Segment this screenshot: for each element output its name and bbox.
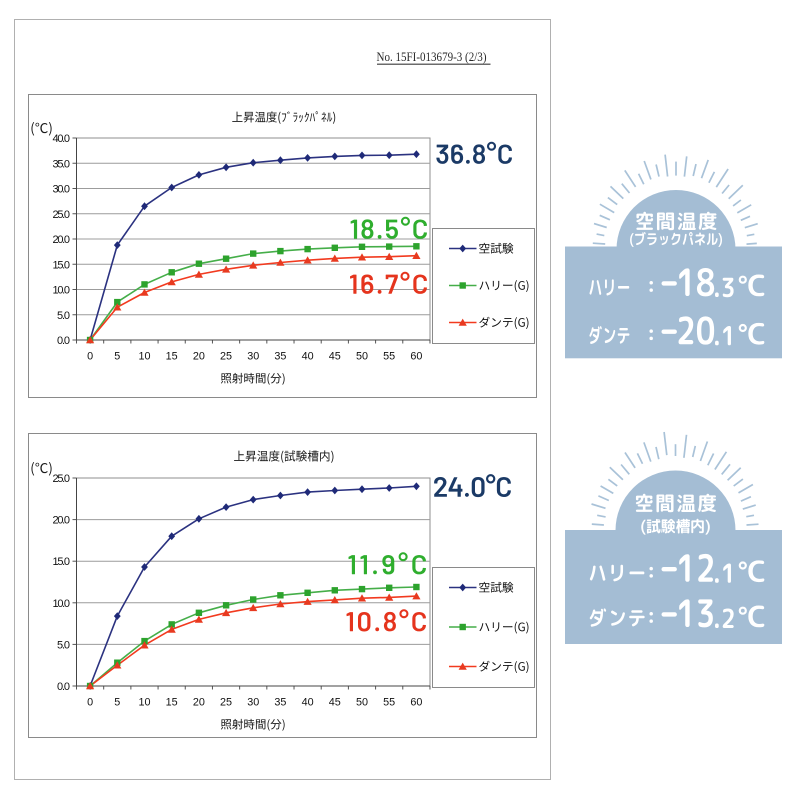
svg-text:60: 60 (410, 351, 422, 363)
svg-text:55: 55 (383, 351, 395, 363)
svg-text:40: 40 (302, 351, 314, 363)
svg-text:10: 10 (138, 697, 150, 709)
svg-text:50: 50 (356, 697, 368, 709)
svg-text:55: 55 (383, 697, 395, 709)
svg-text:40.0: 40.0 (53, 133, 71, 145)
svg-text:30: 30 (247, 351, 259, 363)
svg-text:0.0: 0.0 (57, 335, 70, 347)
svg-text:25: 25 (220, 351, 232, 363)
svg-text:15.0: 15.0 (53, 259, 71, 271)
svg-text:10.0: 10.0 (53, 285, 71, 297)
svg-text:10: 10 (138, 351, 150, 363)
svg-text:25.0: 25.0 (53, 209, 71, 221)
svg-text:30.0: 30.0 (53, 184, 71, 196)
svg-text:60: 60 (410, 697, 422, 709)
svg-text:20.0: 20.0 (53, 234, 71, 246)
svg-text:20: 20 (193, 351, 205, 363)
svg-text:15.0: 15.0 (53, 556, 71, 568)
svg-text:45: 45 (329, 351, 341, 363)
svg-text:25.0: 25.0 (53, 473, 71, 485)
svg-text:10.0: 10.0 (53, 598, 71, 610)
svg-text:5.0: 5.0 (57, 639, 70, 651)
svg-text:0: 0 (87, 697, 93, 709)
svg-text:15: 15 (166, 351, 178, 363)
svg-text:40: 40 (302, 697, 314, 709)
svg-text:No. 15FI-013679-3 (2/3): No. 15FI-013679-3 (2/3) (377, 49, 487, 64)
svg-text:5: 5 (114, 351, 120, 363)
svg-text:35.0: 35.0 (53, 158, 71, 170)
svg-text:35: 35 (274, 351, 286, 363)
svg-text:30: 30 (247, 697, 259, 709)
svg-text:5.0: 5.0 (57, 310, 70, 322)
svg-text:0.0: 0.0 (57, 681, 70, 693)
svg-text:50: 50 (356, 351, 368, 363)
svg-text:20: 20 (193, 697, 205, 709)
svg-text:35: 35 (274, 697, 286, 709)
svg-text:45: 45 (329, 697, 341, 709)
svg-text:20.0: 20.0 (53, 515, 71, 527)
svg-text:15: 15 (166, 697, 178, 709)
svg-text:0: 0 (87, 351, 93, 363)
svg-text:5: 5 (114, 697, 120, 709)
svg-text:25: 25 (220, 697, 232, 709)
